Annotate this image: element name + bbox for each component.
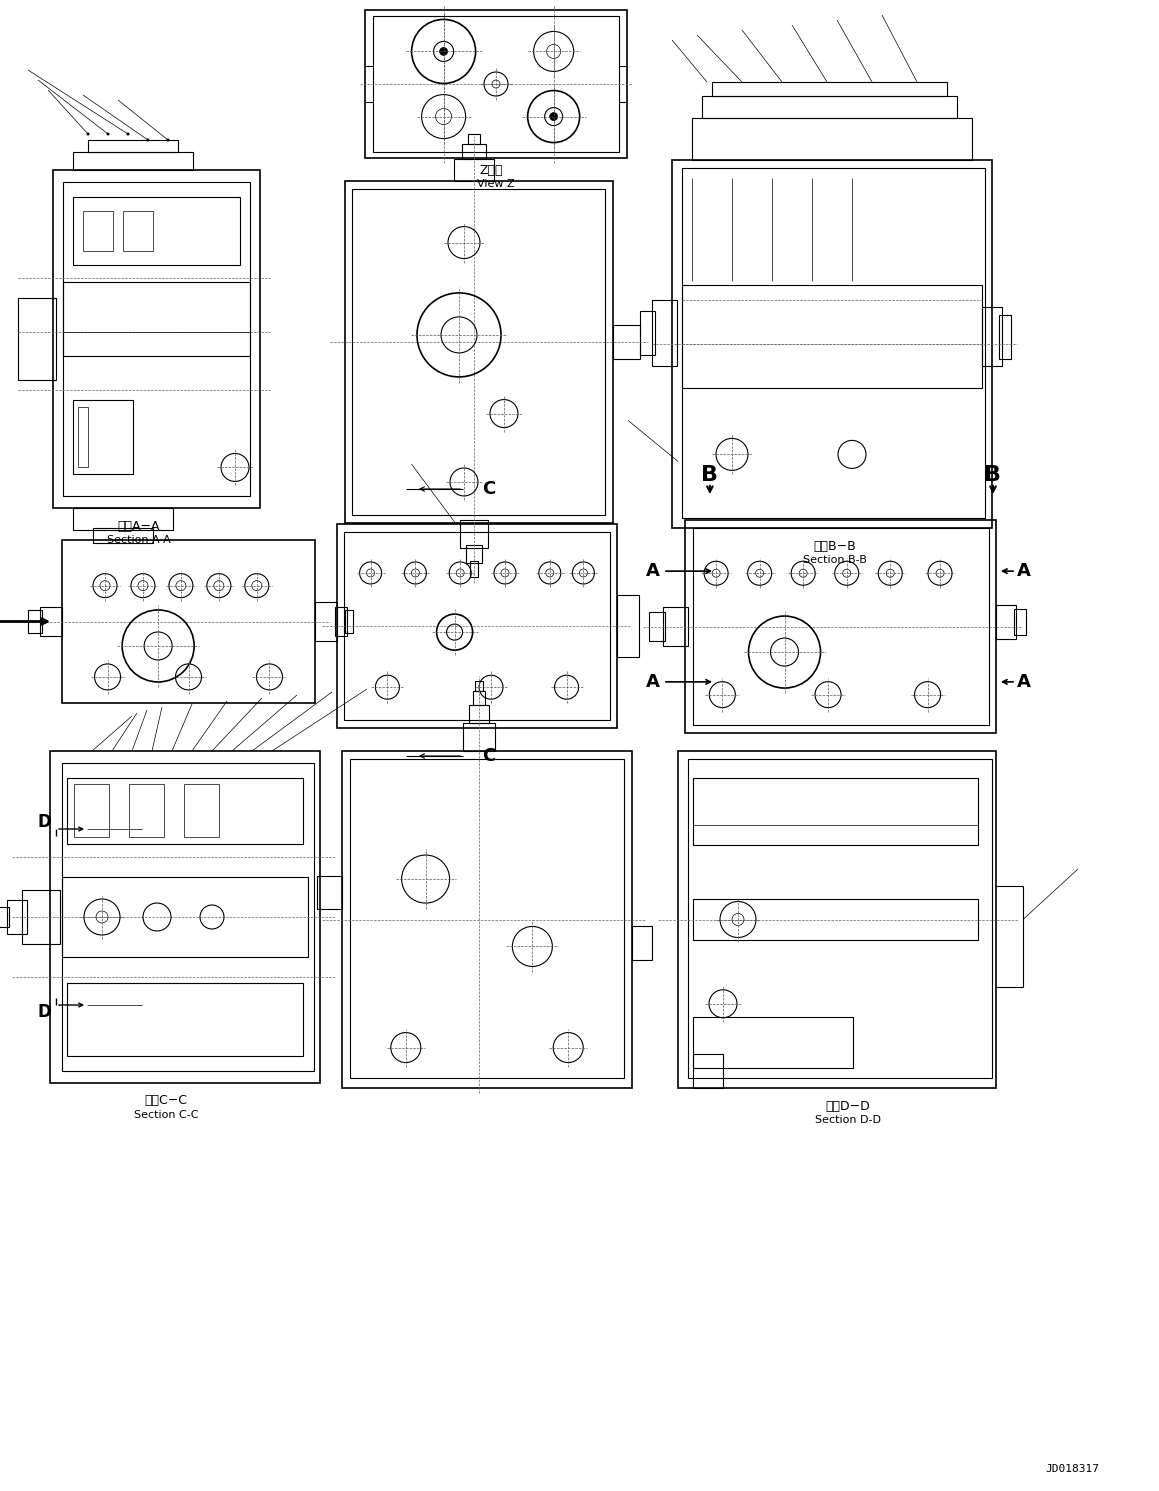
Bar bbox=[53, 170, 260, 508]
Circle shape bbox=[87, 133, 89, 136]
Bar bbox=[681, 168, 985, 517]
Circle shape bbox=[107, 133, 109, 136]
Text: Section B-B: Section B-B bbox=[802, 555, 867, 565]
Bar bbox=[692, 118, 972, 160]
Bar bbox=[337, 523, 617, 728]
Text: Section D-D: Section D-D bbox=[815, 1115, 881, 1126]
Bar bbox=[653, 300, 677, 367]
Text: C: C bbox=[482, 480, 496, 498]
Bar bbox=[74, 784, 109, 838]
Bar bbox=[469, 705, 489, 723]
Bar bbox=[693, 899, 978, 939]
Bar bbox=[468, 134, 480, 145]
Bar bbox=[365, 10, 627, 158]
Circle shape bbox=[167, 139, 169, 142]
Bar bbox=[352, 189, 605, 514]
Bar bbox=[61, 763, 314, 1071]
Bar bbox=[982, 307, 1003, 367]
Text: A: A bbox=[646, 562, 659, 580]
Circle shape bbox=[146, 139, 150, 142]
Text: 断面C−C: 断面C−C bbox=[145, 1094, 188, 1108]
Bar bbox=[67, 984, 302, 1057]
Bar bbox=[688, 759, 992, 1078]
Bar bbox=[373, 16, 619, 152]
Bar bbox=[702, 95, 957, 118]
Bar bbox=[345, 610, 353, 632]
Bar bbox=[466, 546, 482, 564]
Bar bbox=[681, 285, 982, 388]
Bar bbox=[462, 145, 486, 160]
Text: 断面D−D: 断面D−D bbox=[825, 1099, 870, 1112]
Bar bbox=[473, 690, 484, 705]
Bar bbox=[73, 508, 173, 529]
Text: C: C bbox=[482, 747, 496, 765]
Bar bbox=[129, 784, 165, 838]
Bar bbox=[475, 681, 483, 690]
Text: Z　視: Z 視 bbox=[480, 164, 503, 176]
Text: JD018317: JD018317 bbox=[1045, 1464, 1099, 1475]
Circle shape bbox=[549, 112, 557, 121]
Circle shape bbox=[126, 133, 130, 136]
Bar bbox=[61, 540, 315, 702]
Bar bbox=[28, 610, 42, 632]
Bar bbox=[0, 907, 9, 927]
Text: 断面A−A: 断面A−A bbox=[118, 519, 160, 532]
Text: View Z: View Z bbox=[478, 179, 515, 189]
Bar bbox=[19, 298, 56, 380]
Text: D: D bbox=[37, 813, 51, 830]
Bar bbox=[617, 595, 639, 656]
Bar bbox=[41, 607, 61, 637]
Bar bbox=[350, 759, 624, 1078]
Text: B: B bbox=[984, 465, 1001, 485]
Bar bbox=[462, 723, 495, 751]
Bar bbox=[7, 901, 27, 933]
Text: Section A-A: Section A-A bbox=[107, 535, 170, 546]
Text: A: A bbox=[646, 672, 659, 690]
Bar bbox=[78, 407, 88, 468]
Bar bbox=[335, 607, 347, 637]
Bar bbox=[22, 890, 60, 944]
Bar bbox=[184, 784, 219, 838]
Text: D: D bbox=[37, 1003, 51, 1021]
Bar bbox=[344, 532, 610, 720]
Text: A: A bbox=[1018, 672, 1032, 690]
Bar bbox=[640, 312, 655, 355]
Bar bbox=[678, 751, 996, 1088]
Bar bbox=[712, 82, 947, 95]
Bar bbox=[693, 528, 989, 725]
Text: A: A bbox=[1018, 562, 1032, 580]
Bar bbox=[67, 778, 302, 844]
Circle shape bbox=[439, 48, 447, 55]
Text: 断面B−B: 断面B−B bbox=[814, 540, 855, 553]
Bar bbox=[61, 877, 308, 957]
Bar bbox=[73, 400, 133, 474]
Bar bbox=[73, 197, 240, 264]
Bar bbox=[693, 1017, 853, 1068]
Bar bbox=[63, 182, 250, 497]
Text: B: B bbox=[701, 465, 719, 485]
Bar bbox=[454, 160, 494, 180]
Bar bbox=[663, 607, 688, 646]
Bar bbox=[999, 315, 1011, 359]
Bar bbox=[471, 561, 478, 577]
Bar bbox=[342, 751, 632, 1088]
Bar bbox=[88, 140, 178, 152]
Bar bbox=[685, 520, 996, 734]
Bar bbox=[1014, 610, 1026, 635]
Bar bbox=[73, 152, 194, 170]
Bar bbox=[649, 611, 665, 641]
Bar bbox=[672, 160, 992, 528]
Bar bbox=[693, 778, 978, 845]
Text: Section C-C: Section C-C bbox=[133, 1109, 198, 1120]
Bar bbox=[50, 751, 320, 1082]
Bar bbox=[460, 520, 488, 549]
Bar bbox=[693, 1054, 723, 1088]
Bar bbox=[93, 528, 153, 543]
Bar bbox=[63, 282, 250, 356]
Bar bbox=[83, 210, 112, 250]
Bar bbox=[345, 180, 613, 523]
Bar bbox=[996, 605, 1016, 640]
Bar bbox=[123, 210, 153, 250]
Bar bbox=[315, 602, 337, 641]
